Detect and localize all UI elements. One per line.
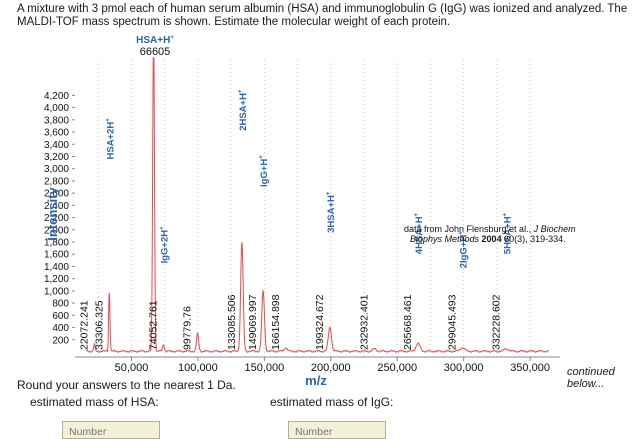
ion-label: 2IgG+H+ <box>458 231 469 269</box>
ion-label: IgG+H+ <box>259 155 270 187</box>
x-tick-label: 50,000 <box>115 362 149 374</box>
x-axis: 50,000 100,000 150,000 200,000 250,000 300,00… <box>75 356 560 374</box>
y-tick-label: 3,200 <box>44 152 69 163</box>
peak-value-label: 232932.401 <box>359 294 371 350</box>
peak-value-label: 33306.325 <box>93 300 105 350</box>
x-tick-label: 150,000 <box>244 362 284 374</box>
peak-value-label: 332228.602 <box>491 294 503 350</box>
continued-line1: continued <box>567 366 615 378</box>
source-note-line2: Biophys Methods 2004 60(3), 319-334. <box>410 234 566 244</box>
ion-label: 5HSA+H+ <box>503 212 514 254</box>
peak-value-label: 74052.761 <box>148 300 160 350</box>
ion-label: 2HSA+H+ <box>238 89 249 131</box>
hsa-mass-input[interactable] <box>62 421 160 439</box>
ion-labels: HSA+2H+ IgG+2H+ 2HSA+H+ IgG+H+ 3HSA+H+ 4HSA+H… <box>105 89 513 268</box>
y-tick-label: 400 <box>52 323 69 334</box>
y-tick-label: 2,600 <box>44 189 69 200</box>
y-tick-label: 3,400 <box>44 140 69 151</box>
ion-label: HSA+2H+ <box>105 118 116 160</box>
peak-value-label: 265668.461 <box>402 294 414 350</box>
peak-value-labels: 22072.241 33306.325 74052.761 99779.76 13308… <box>78 294 502 350</box>
y-tick-label: 2,200 <box>44 213 69 224</box>
spectrum-line <box>86 57 549 353</box>
y-tick-label: 1,600 <box>44 250 69 261</box>
y-tick-label: 3,600 <box>44 128 69 139</box>
peak-value-label: 149069.997 <box>247 294 259 350</box>
source-note: data from John Flensburg et al., J Bioch… <box>404 224 576 244</box>
peak-value-label: 299045.493 <box>446 294 458 350</box>
question-text: A mixture with 3 pmol each of human seru… <box>17 3 628 28</box>
top-peak-value: 66605 <box>140 46 171 58</box>
x-tick-label: 350,000 <box>510 362 550 374</box>
continued-note: continued below... <box>567 366 615 390</box>
y-tick-label: 2,800 <box>44 176 69 187</box>
y-tick-label: 600 <box>52 311 69 322</box>
ion-label: IgG+2H+ <box>160 226 171 264</box>
ion-label: 4HSA+H+ <box>414 212 425 254</box>
hsa-mass-label: estimated mass of HSA: <box>30 395 159 409</box>
rounding-instruction: Round your answers to the nearest 1 Da. <box>17 378 236 392</box>
y-tick-label: 1,000 <box>44 286 69 297</box>
peak-value-label: 199324.672 <box>314 294 326 350</box>
y-tick-label: 1,200 <box>44 274 69 285</box>
x-tick-label: 300,000 <box>444 362 484 374</box>
x-tick-label: 100,000 <box>178 362 218 374</box>
ion-label: 3HSA+H+ <box>326 191 337 233</box>
continued-line2: below... <box>567 378 605 390</box>
peak-value-label: 99779.76 <box>182 306 194 350</box>
peak-value-label: 133085.506 <box>226 294 238 350</box>
y-tick-label: 4,200 <box>44 91 69 102</box>
y-tick-label: 2,400 <box>44 201 69 212</box>
x-axis-label: m/z <box>305 373 327 388</box>
top-peak-annotation: HSA+H+ 66605 <box>136 35 174 58</box>
source-note-line1: data from John Flensburg et al., J Bioch… <box>404 224 576 234</box>
y-tick-label: 2,000 <box>44 225 69 236</box>
x-tick-label: 250,000 <box>377 362 417 374</box>
y-tick-label: 4,000 <box>44 103 69 114</box>
y-tick-label: 200 <box>52 335 69 346</box>
x-tick-label: 200,000 <box>311 362 351 374</box>
y-tick-label: 3,000 <box>44 164 69 175</box>
y-tick-label: 3,800 <box>44 115 69 126</box>
y-tick-label: 1,400 <box>44 262 69 273</box>
grid <box>97 60 531 357</box>
igg-mass-label: estimated mass of IgG: <box>270 395 394 409</box>
y-tick-label: 800 <box>52 299 69 310</box>
y-axis-label: Intensity <box>45 187 60 241</box>
y-tick-label: 1,800 <box>44 238 69 249</box>
igg-mass-input[interactable] <box>288 421 386 439</box>
peak-value-label: 166154.898 <box>270 294 282 350</box>
peak-value-label: 22072.241 <box>78 300 90 350</box>
top-peak-ion-label: HSA+H+ <box>136 35 174 46</box>
